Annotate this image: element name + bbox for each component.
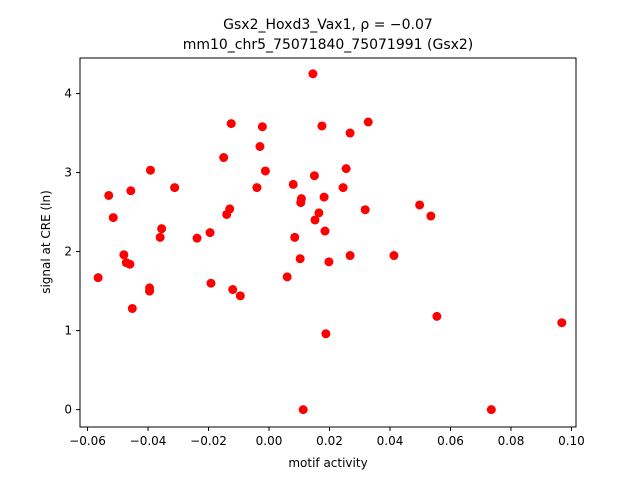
data-point-49 <box>389 251 399 261</box>
x-tick-label-3: 0.00 <box>256 434 283 448</box>
data-point-48 <box>363 117 373 127</box>
data-point-33 <box>298 405 308 415</box>
data-point-28 <box>288 179 298 189</box>
x-tick-label-0: −0.06 <box>69 434 106 448</box>
data-point-50 <box>415 200 425 210</box>
y-tick-label-0: 0 <box>64 403 72 417</box>
data-point-34 <box>308 69 318 79</box>
data-point-17 <box>219 153 229 163</box>
y-tick-label-3: 3 <box>64 166 72 180</box>
data-point-10 <box>145 165 155 175</box>
data-point-37 <box>314 208 324 218</box>
data-point-36 <box>310 215 320 225</box>
data-point-43 <box>338 183 348 193</box>
x-tick-label-8: 0.10 <box>558 434 585 448</box>
x-tick-label-5: 0.04 <box>377 434 404 448</box>
data-point-12 <box>157 224 167 234</box>
data-point-0 <box>93 273 103 283</box>
data-point-23 <box>252 183 262 193</box>
data-point-25 <box>257 122 267 132</box>
data-point-53 <box>486 405 496 415</box>
data-point-9 <box>145 286 155 296</box>
chart-title-line1: Gsx2_Hoxd3_Vax1, ρ = −0.07 <box>223 17 433 33</box>
data-point-54 <box>557 318 567 328</box>
data-point-39 <box>319 192 329 202</box>
data-point-1 <box>104 190 114 200</box>
data-point-20 <box>226 119 236 129</box>
data-point-42 <box>324 257 334 267</box>
data-point-7 <box>127 303 137 313</box>
y-tick-label-2: 2 <box>64 245 72 259</box>
x-tick-label-4: 0.02 <box>316 434 343 448</box>
x-tick-label-7: 0.08 <box>498 434 525 448</box>
plot-frame <box>79 57 577 428</box>
data-point-29 <box>290 232 300 242</box>
data-point-52 <box>432 311 442 321</box>
x-tick-label-2: −0.02 <box>190 434 227 448</box>
data-point-38 <box>317 121 327 131</box>
x-axis-ticks: −0.06 −0.04 −0.02 0.00 0.02 0.04 0.06 0.08 0.10 <box>69 427 585 448</box>
y-tick-label-4: 4 <box>64 87 72 101</box>
data-point-30 <box>295 254 305 264</box>
data-point-11 <box>155 232 165 242</box>
data-point-19 <box>225 204 235 214</box>
data-point-13 <box>170 183 180 193</box>
data-point-6 <box>126 186 136 196</box>
data-point-3 <box>119 250 129 260</box>
data-point-5 <box>125 259 135 269</box>
data-point-27 <box>282 272 292 282</box>
chart-title-line2: mm10_chr5_75071840_75071991 (Gsx2) <box>183 37 474 53</box>
data-point-16 <box>206 278 216 288</box>
data-point-47 <box>360 205 370 215</box>
x-tick-label-6: 0.06 <box>437 434 464 448</box>
data-point-21 <box>228 285 238 295</box>
y-axis-ticks: 0 1 2 3 4 <box>64 87 80 417</box>
data-point-24 <box>255 142 265 151</box>
data-point-45 <box>345 128 355 138</box>
y-axis-label: signal at CRE (ln) <box>39 190 53 294</box>
data-points <box>93 69 567 415</box>
data-point-22 <box>235 291 245 301</box>
x-tick-label-1: −0.04 <box>130 434 167 448</box>
data-point-44 <box>341 164 351 174</box>
x-axis-label: motif activity <box>288 456 367 470</box>
data-point-40 <box>320 226 330 236</box>
data-point-32 <box>296 194 306 204</box>
data-point-46 <box>345 251 355 261</box>
data-point-35 <box>309 171 319 181</box>
y-tick-label-1: 1 <box>64 324 72 338</box>
data-point-51 <box>426 211 436 221</box>
data-point-14 <box>192 233 202 243</box>
data-point-2 <box>108 213 118 223</box>
data-point-26 <box>260 166 270 176</box>
data-point-15 <box>205 228 215 238</box>
data-point-41 <box>321 329 331 339</box>
